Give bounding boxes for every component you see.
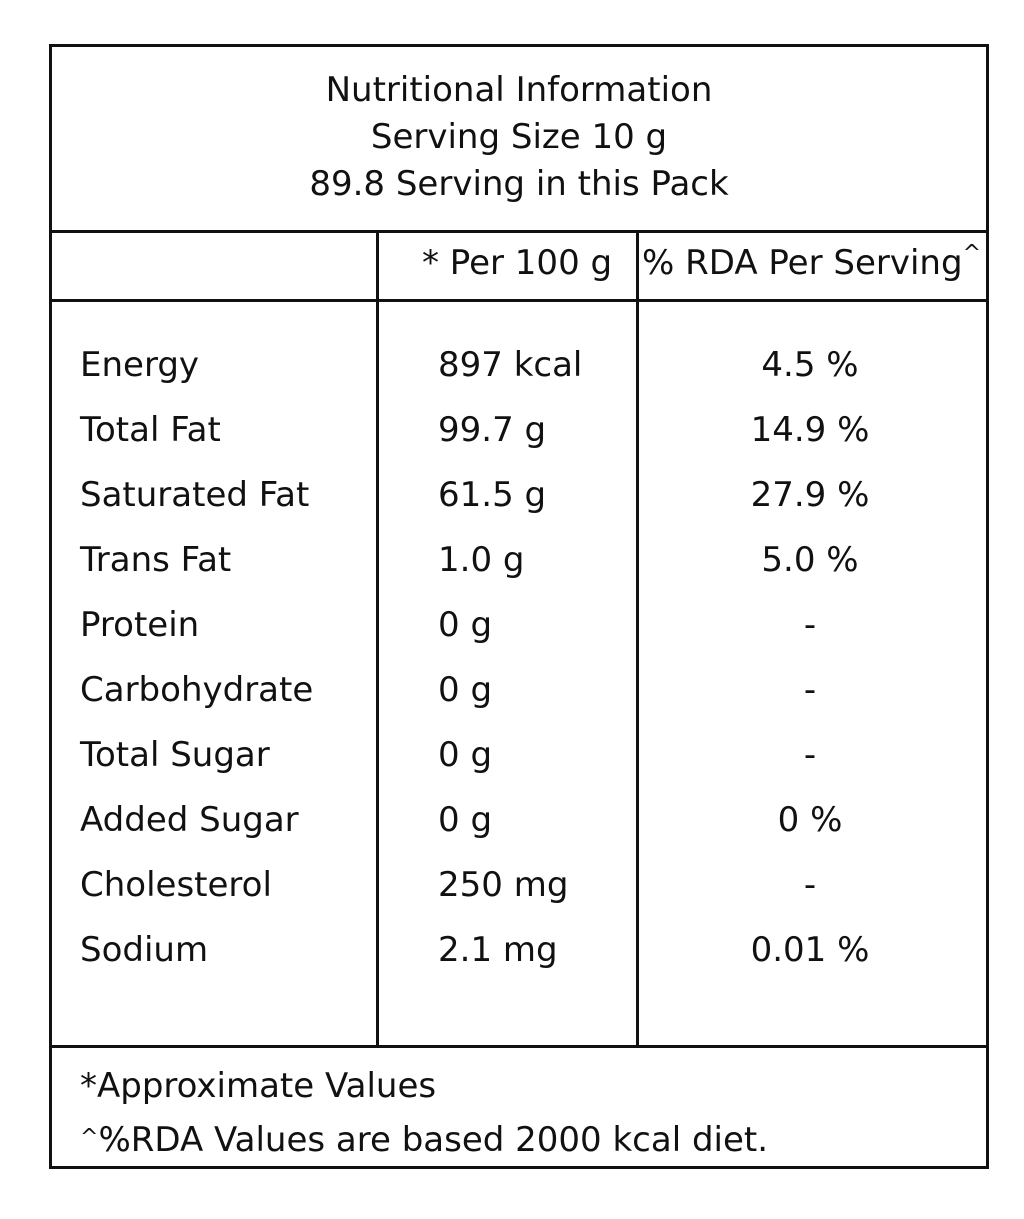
column-header-divider: [52, 299, 986, 302]
nutrient-name: Carbohydrate: [80, 670, 314, 710]
servings-per-pack: 89.8 Serving in this Pack: [309, 164, 729, 204]
nutrient-per-100g: 61.5 g: [438, 475, 547, 515]
table-title: Nutritional Information: [325, 70, 713, 110]
nutrient-name: Added Sugar: [80, 800, 299, 840]
nutrient-per-100g: 0 g: [438, 735, 493, 775]
nutrient-name: Saturated Fat: [80, 475, 310, 515]
nutrient-rda: 5.0 %: [761, 540, 859, 580]
column-header-rda: % RDA Per Serving^: [642, 241, 981, 283]
header-divider: [52, 230, 986, 233]
nutrient-per-100g: 897 kcal: [438, 345, 583, 385]
nutrient-name: Energy: [80, 345, 200, 385]
nutrient-name: Protein: [80, 605, 200, 645]
nutrient-rda: -: [803, 670, 817, 710]
table-header: Nutritional Information Serving Size 10 …: [52, 67, 986, 208]
nutrient-rda: 0.01 %: [750, 930, 870, 970]
column-divider-2: [636, 230, 639, 1048]
rda-note: ^%RDA Values are based 2000 kcal diet.: [80, 1120, 769, 1160]
nutrient-rda: 14.9 %: [750, 410, 870, 450]
nutrient-per-100g: 2.1 mg: [438, 930, 558, 970]
nutrient-rda: -: [803, 735, 817, 775]
nutrient-rda: -: [803, 605, 817, 645]
nutrient-per-100g: 250 mg: [438, 865, 569, 905]
nutrition-table: Nutritional Information Serving Size 10 …: [49, 44, 989, 1169]
nutrient-per-100g: 1.0 g: [438, 540, 525, 580]
nutrient-name: Total Fat: [80, 410, 221, 450]
nutrient-name: Cholesterol: [80, 865, 272, 905]
approx-note: *Approximate Values: [80, 1066, 437, 1106]
nutrient-per-100g: 0 g: [438, 605, 493, 645]
nutrient-name: Total Sugar: [80, 735, 270, 775]
nutrient-per-100g: 99.7 g: [438, 410, 547, 450]
nutrient-rda: 0 %: [777, 800, 843, 840]
footer-divider: [52, 1045, 986, 1048]
nutrient-rda: 4.5 %: [761, 345, 859, 385]
nutrient-name: Sodium: [80, 930, 209, 970]
nutrient-rda: 27.9 %: [750, 475, 870, 515]
nutrient-name: Trans Fat: [80, 540, 232, 580]
serving-size: Serving Size 10 g: [370, 117, 668, 157]
nutrient-per-100g: 0 g: [438, 800, 493, 840]
nutrient-per-100g: 0 g: [438, 670, 493, 710]
table-footer: *Approximate Values ^%RDA Values are bas…: [80, 1059, 768, 1167]
column-header-per-100g: * Per 100 g: [422, 243, 613, 283]
column-divider-1: [376, 230, 379, 1048]
nutrient-rda: -: [803, 865, 817, 905]
